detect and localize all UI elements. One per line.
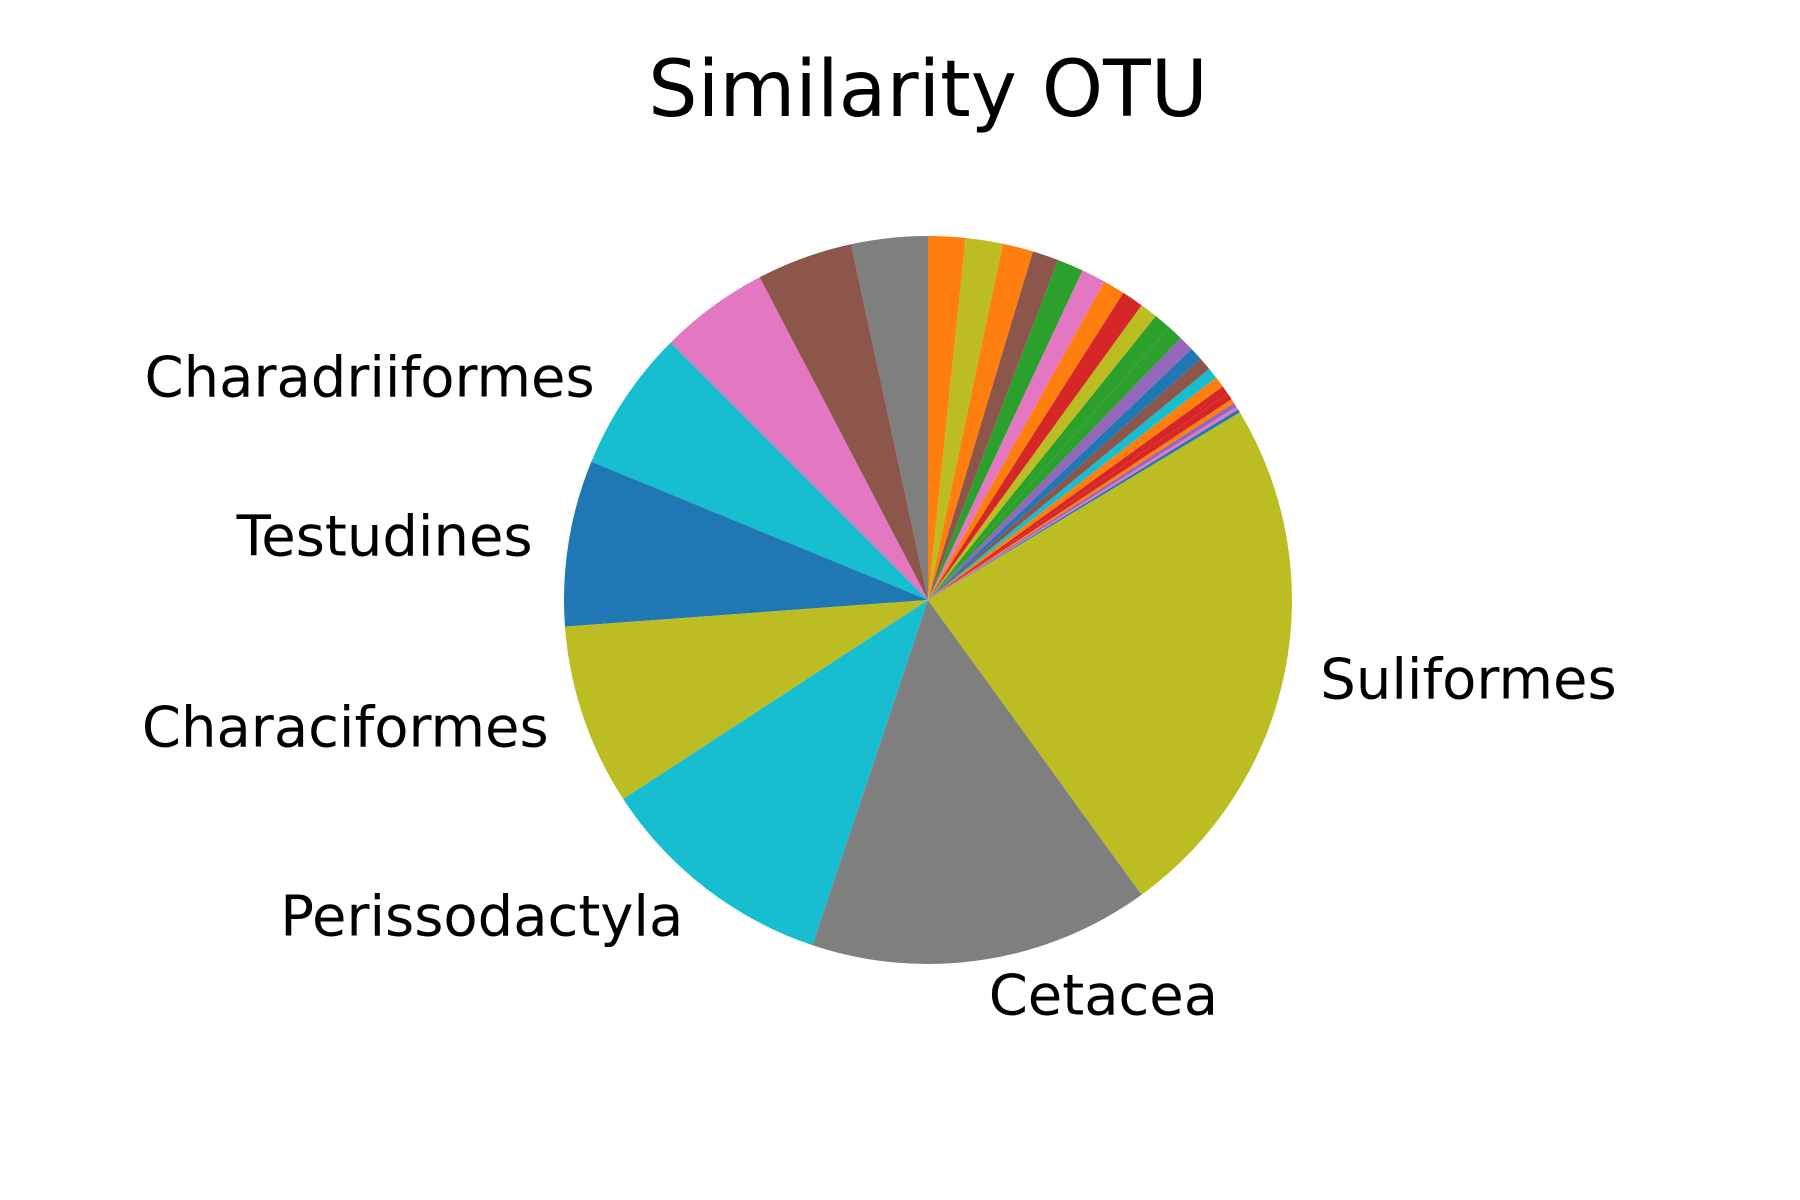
pie-slice-14 — [928, 386, 1228, 600]
pie-slice-17 — [928, 358, 1210, 600]
pie-slice-cetacea — [812, 600, 1142, 964]
slice-label-perissodactyla: Perissodactyla — [280, 884, 683, 949]
pie-slice-19 — [928, 337, 1192, 600]
pie-slice-testudines — [563, 461, 928, 627]
pie-slice-22 — [928, 305, 1156, 600]
pie-slice-10 — [928, 406, 1239, 600]
pie-slice-charadriiformes — [591, 342, 928, 600]
pie-slice-1 — [759, 244, 928, 601]
pie-slice-11 — [928, 402, 1237, 600]
pie-slice-2 — [670, 277, 928, 600]
pie-slice-20 — [928, 327, 1181, 600]
pie-slice-12 — [928, 399, 1234, 600]
pie-slice-0 — [851, 236, 928, 600]
pie-slice-18 — [928, 348, 1201, 600]
pie-slice-23 — [928, 292, 1142, 600]
pie-labels: Charadriiformes Testudines Characiformes Pe… — [142, 346, 1617, 1029]
slice-label-characiformes: Characiformes — [142, 696, 549, 761]
pie-slices — [563, 236, 1293, 964]
pie-slice-13 — [928, 393, 1232, 600]
pie-slice-30 — [928, 236, 966, 600]
pie-slice-24 — [928, 281, 1124, 600]
slice-label-testudines: Testudines — [236, 504, 533, 569]
slice-label-cetacea: Cetacea — [989, 963, 1218, 1028]
slice-label-suliformes: Suliformes — [1320, 647, 1616, 712]
pie-slice-21 — [928, 316, 1170, 600]
pie-slice-9 — [928, 409, 1240, 600]
pie-slice-15 — [928, 377, 1223, 600]
pie-slice-28 — [928, 243, 1033, 600]
pie-slice-suliformes — [928, 412, 1293, 895]
pie-slice-16 — [928, 368, 1217, 600]
pie-slice-26 — [928, 260, 1083, 600]
pie-slice-29 — [928, 237, 1003, 600]
pie-slice-25 — [928, 270, 1105, 600]
pie-slice-perissodactyla — [623, 600, 928, 946]
chart-title: Similarity OTU — [648, 45, 1208, 135]
pie-slice-characiformes — [564, 600, 928, 799]
slice-label-charadriiformes: Charadriiformes — [145, 346, 595, 411]
pie-slice-27 — [928, 251, 1059, 600]
